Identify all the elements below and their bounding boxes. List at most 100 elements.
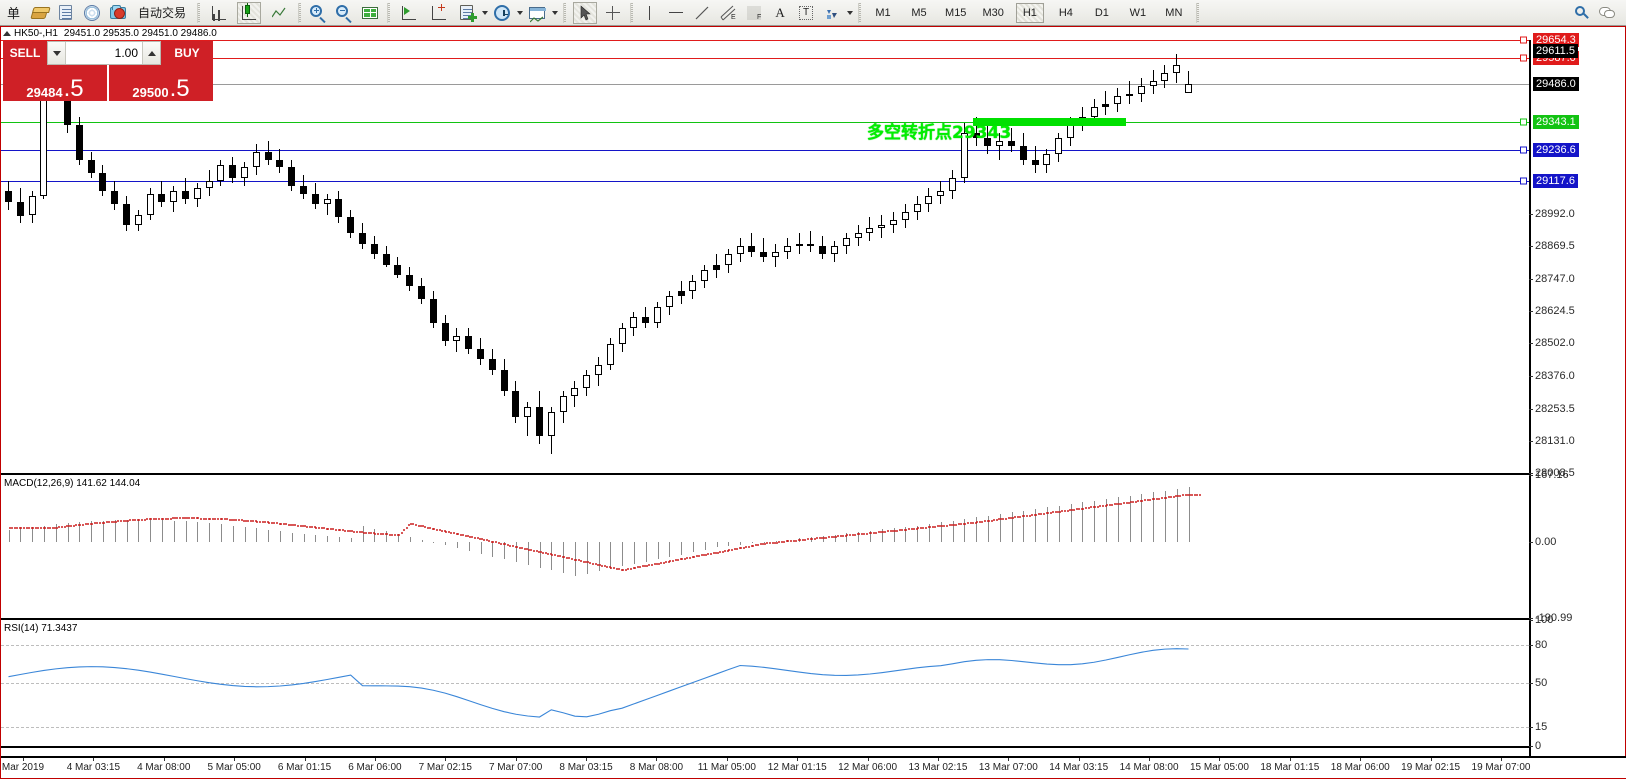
volume-down-button[interactable]: [48, 42, 66, 64]
crosshair-icon[interactable]: [600, 1, 626, 25]
search-icon[interactable]: [1568, 1, 1594, 25]
volume-value[interactable]: 1.00: [114, 46, 138, 60]
period-clock-icon[interactable]: [489, 1, 515, 25]
timeframe-d1[interactable]: D1: [1094, 6, 1109, 19]
timeframe-m5[interactable]: M5: [911, 6, 927, 19]
candlestick-chart-icon[interactable]: [234, 1, 264, 25]
buy-price[interactable]: 29500 .5: [107, 65, 213, 101]
macd-signal-point: [126, 519, 129, 522]
one-click-trading-panel[interactable]: SELL 1.00 BUY 29484 .5 29500 .5: [3, 41, 213, 101]
macd-signal-point: [948, 524, 951, 527]
price-level-line[interactable]: [1, 57, 1529, 59]
cube-icon[interactable]: [27, 1, 53, 25]
vertical-line-icon[interactable]: [637, 1, 663, 25]
support-zone-highlight[interactable]: [972, 117, 1126, 126]
macd-histogram-bar: [952, 520, 954, 542]
triangle-up-icon[interactable]: [3, 31, 11, 36]
macd-signal-point: [1184, 494, 1187, 497]
price-level-line[interactable]: [1, 149, 1529, 151]
price-level-line[interactable]: [1, 40, 1529, 41]
cursor-icon[interactable]: [570, 1, 600, 25]
radar-icon[interactable]: [79, 1, 105, 25]
timeframe-h4[interactable]: H4: [1058, 6, 1073, 19]
order-icon[interactable]: 单: [7, 7, 21, 22]
macd-signal-point: [721, 550, 724, 553]
zoom-in-icon[interactable]: [305, 1, 331, 25]
sell-price[interactable]: 29484 .5: [3, 65, 107, 101]
text-box-icon[interactable]: T: [793, 1, 819, 25]
indicators-icon[interactable]: [524, 1, 550, 25]
text-label-icon[interactable]: A: [775, 4, 785, 20]
chevron-down-icon[interactable]: [550, 3, 559, 23]
macd-signal-point: [456, 533, 459, 536]
trendline-icon[interactable]: [689, 1, 715, 25]
candle-body: [654, 306, 661, 323]
buy-button[interactable]: BUY: [161, 41, 213, 65]
macd-histogram-bar: [173, 520, 175, 542]
timeframe-m15[interactable]: M15: [945, 6, 967, 19]
timeframe-h1[interactable]: H1: [1015, 2, 1044, 23]
shapes-icon[interactable]: [819, 1, 845, 25]
zoom-out-icon[interactable]: [331, 1, 357, 25]
price-level-line[interactable]: [1, 84, 1529, 86]
macd-signal-point: [1021, 515, 1024, 518]
timeframe-mn[interactable]: MN: [1165, 6, 1183, 19]
macd-histogram-bar: [197, 522, 199, 542]
tick-dash: [1529, 310, 1533, 312]
macd-signal-point: [412, 523, 415, 526]
fibonacci-icon[interactable]: F: [741, 1, 767, 25]
macd-histogram-bar: [551, 541, 553, 571]
price-level-handle[interactable]: [1520, 36, 1527, 44]
chart-annotation-text[interactable]: 多空转折点29343: [867, 123, 1012, 143]
sell-button[interactable]: SELL: [3, 41, 47, 65]
macd-histogram-bar: [846, 533, 848, 542]
chevron-down-icon[interactable]: [845, 3, 854, 23]
chart-plot-area[interactable]: MACD(12,26,9) 141.62 144.04 RSI(14) 71.3…: [1, 36, 1529, 778]
macd-histogram-bar: [232, 525, 234, 542]
bar-chart-icon[interactable]: [204, 1, 234, 25]
macd-signal-point: [927, 526, 930, 529]
macd-histogram-bar: [185, 521, 187, 542]
toolbar-separator: [387, 2, 391, 23]
volume-up-button[interactable]: [142, 42, 160, 64]
macd-signal-point: [178, 517, 181, 520]
price-level-handle[interactable]: [1520, 54, 1527, 62]
macd-signal-point: [724, 550, 727, 553]
price-level-handle[interactable]: [1520, 146, 1527, 154]
timeframe-w1[interactable]: W1: [1129, 6, 1147, 19]
price-level-line[interactable]: [1, 121, 1529, 123]
chart-window[interactable]: HK50-,H1 29451.0 29535.0 29451.0 29486.0…: [0, 26, 1626, 779]
price-level-handle[interactable]: [1520, 177, 1527, 185]
macd-histogram-bar: [905, 526, 907, 542]
timeframe-m1[interactable]: M1: [875, 6, 891, 19]
macd-signal-point: [809, 538, 812, 541]
horizontal-line-icon[interactable]: [663, 1, 689, 25]
timeframe-m30[interactable]: M30: [982, 6, 1004, 19]
macd-signal-point: [1146, 499, 1149, 502]
price-level-line[interactable]: [1, 181, 1529, 183]
macd-signal-point: [431, 527, 434, 530]
macd-signal-point: [101, 521, 104, 524]
folder-alert-icon[interactable]: [105, 1, 131, 25]
equidistant-channel-icon[interactable]: E: [715, 1, 741, 25]
macd-histogram-bar: [858, 532, 860, 542]
new-template-icon[interactable]: [454, 1, 480, 25]
macd-histogram-bar: [527, 541, 529, 565]
macd-signal-point: [1004, 517, 1007, 520]
macd-signal-point: [1096, 505, 1099, 508]
autoscroll-icon[interactable]: [394, 1, 424, 25]
macd-signal-point: [568, 557, 571, 560]
autotrade-button[interactable]: 自动交易: [131, 1, 193, 25]
chevron-down-icon[interactable]: [515, 3, 524, 23]
chart-shift-icon[interactable]: [424, 1, 454, 25]
chevron-down-icon[interactable]: [480, 3, 489, 23]
tile-windows-icon[interactable]: [357, 1, 383, 25]
macd-signal-point: [87, 523, 90, 526]
volume-stepper[interactable]: 1.00: [47, 41, 161, 65]
macd-signal-point: [1108, 504, 1111, 507]
line-chart-icon[interactable]: [264, 1, 294, 25]
chat-icon[interactable]: [1594, 1, 1620, 25]
macd-histogram-bar: [350, 538, 352, 542]
price-level-handle[interactable]: [1520, 118, 1527, 126]
document-icon[interactable]: [53, 1, 79, 25]
